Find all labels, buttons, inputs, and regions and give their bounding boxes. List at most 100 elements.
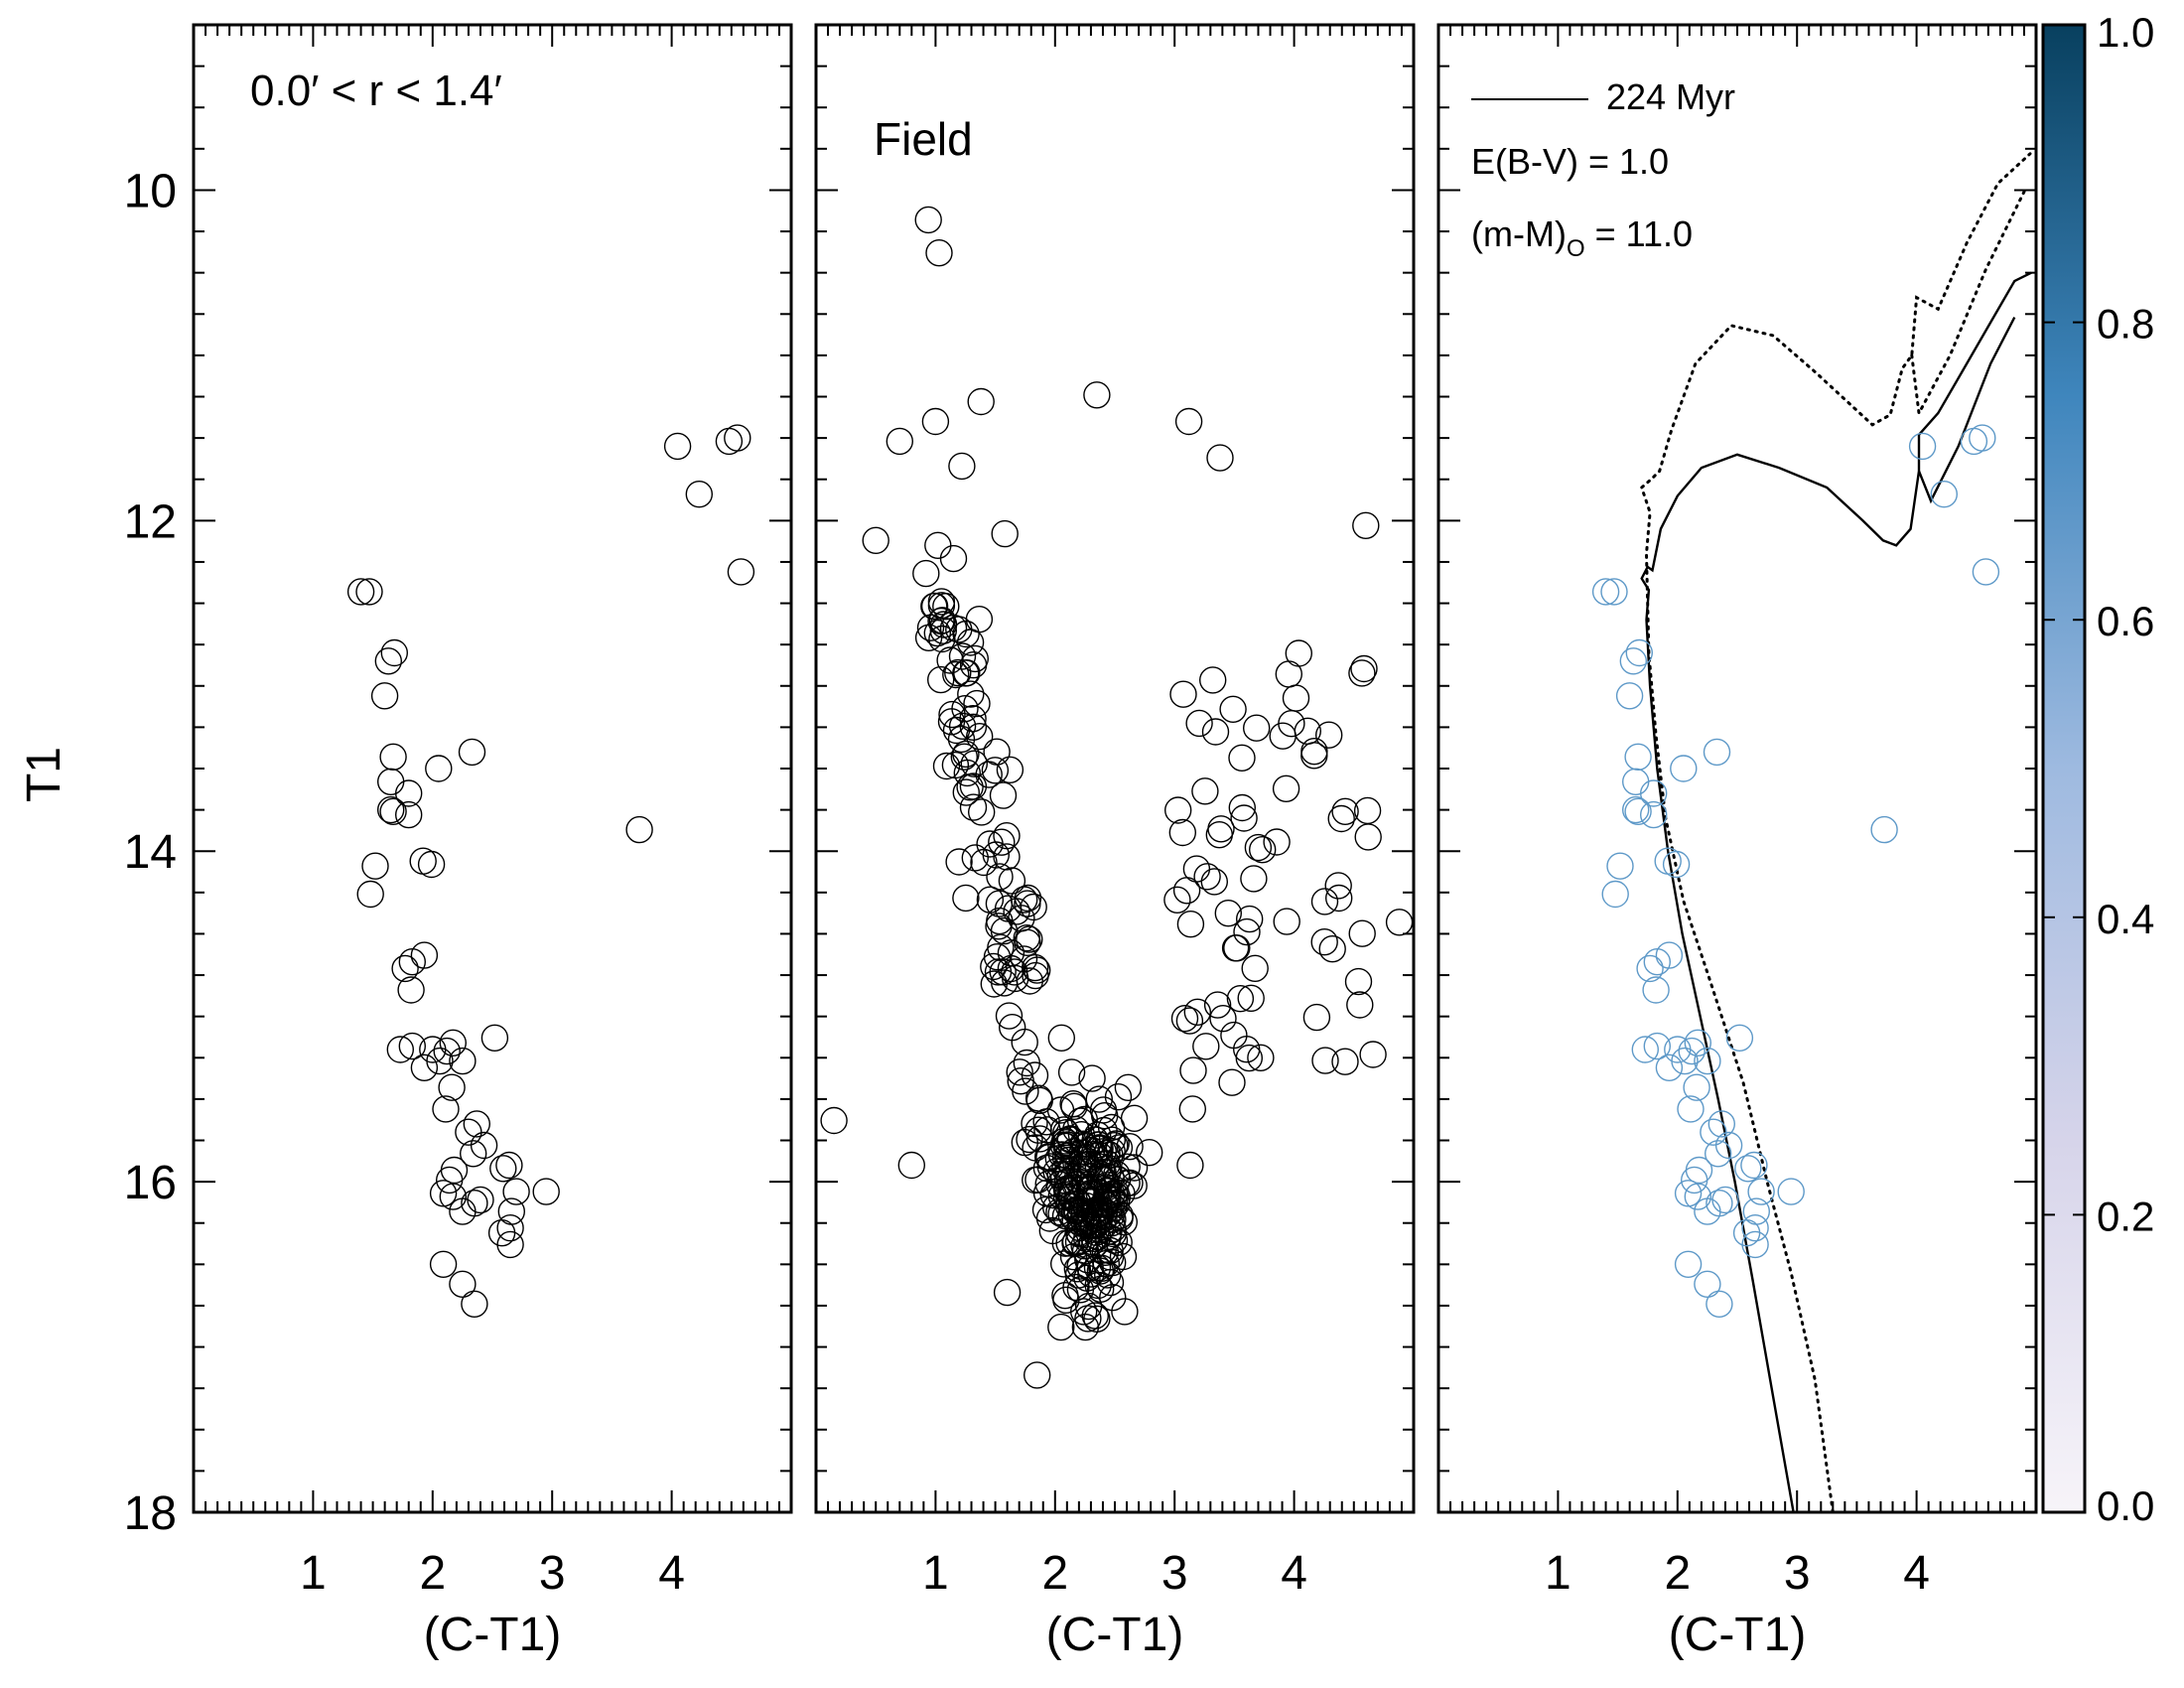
data-point — [1203, 991, 1232, 1019]
data-point — [1972, 558, 2000, 586]
data-point — [1049, 1166, 1077, 1195]
data-point — [1273, 908, 1300, 935]
data-point — [410, 1054, 439, 1082]
data-point — [1021, 953, 1049, 982]
data-point — [1023, 1361, 1051, 1389]
data-point — [938, 700, 966, 729]
data-point — [1085, 1085, 1114, 1113]
data-point — [1247, 1044, 1275, 1072]
data-point — [1045, 1197, 1073, 1226]
data-point — [914, 206, 942, 234]
data-point — [967, 387, 995, 416]
data-point — [1011, 1028, 1038, 1056]
data-point — [1777, 1178, 1805, 1205]
data-point — [1051, 1281, 1079, 1310]
x-tick-label: 3 — [1784, 1547, 1811, 1600]
data-point — [1093, 1183, 1122, 1211]
data-point — [988, 828, 1016, 856]
data-point — [440, 1156, 469, 1185]
data-point — [1091, 1238, 1120, 1267]
data-point — [1294, 717, 1322, 745]
data-point — [355, 578, 383, 606]
data-point — [996, 756, 1024, 783]
data-point — [952, 884, 980, 913]
data-point — [990, 916, 1019, 945]
data-point — [449, 1197, 477, 1225]
data-point — [1240, 865, 1268, 893]
data-point — [1230, 804, 1258, 832]
data-point — [460, 1140, 487, 1168]
plot-area — [346, 424, 755, 1319]
data-point — [1636, 954, 1664, 983]
data-point — [1684, 1029, 1712, 1057]
data-point — [1178, 1095, 1207, 1123]
data-point — [980, 970, 1008, 998]
data-point — [1016, 1125, 1043, 1154]
data-point — [1348, 919, 1376, 947]
data-point — [959, 651, 988, 679]
data-point — [1621, 795, 1650, 824]
data-point — [942, 716, 971, 745]
data-point — [1694, 1197, 1721, 1225]
data-point — [953, 759, 981, 787]
data-point — [1331, 797, 1359, 825]
data-point — [923, 619, 951, 647]
data-point — [1670, 755, 1698, 782]
data-point — [924, 531, 952, 559]
data-point — [965, 606, 994, 633]
x-tick-label: 1 — [1545, 1547, 1571, 1600]
data-point — [1094, 1222, 1122, 1251]
data-point — [1221, 934, 1250, 962]
data-point — [496, 1213, 524, 1242]
data-point — [966, 723, 994, 751]
data-point — [1200, 868, 1229, 896]
data-point — [1348, 659, 1376, 687]
data-point — [1285, 639, 1313, 667]
data-point — [1090, 1101, 1119, 1130]
data-point — [1174, 407, 1203, 436]
data-point — [1350, 654, 1378, 683]
data-point — [1683, 1073, 1710, 1101]
data-point — [1198, 666, 1227, 694]
data-point — [921, 407, 950, 436]
data-point — [1600, 578, 1628, 606]
colorbar-tick-label: 0.6 — [2097, 598, 2154, 644]
data-point — [1205, 821, 1234, 849]
data-point — [937, 708, 966, 736]
data-point — [1092, 1249, 1121, 1278]
data-point — [1012, 1077, 1039, 1105]
data-point — [945, 848, 973, 876]
data-point — [1024, 1116, 1052, 1144]
colorbar-tick-label: 0.0 — [2097, 1482, 2154, 1529]
data-point — [1734, 1155, 1762, 1183]
data-point — [1327, 804, 1355, 833]
data-point — [1093, 1150, 1122, 1178]
data-point — [395, 779, 423, 807]
legend-distance: (m-M)O = 11.0 — [1471, 213, 1693, 262]
data-point — [1674, 1180, 1703, 1207]
x-tick-label: 3 — [1161, 1547, 1188, 1600]
data-point — [1346, 991, 1374, 1019]
data-point — [1235, 905, 1264, 933]
legend-distance-main: (m-M) — [1471, 213, 1567, 254]
data-point — [1615, 682, 1644, 710]
data-point — [1022, 1134, 1049, 1162]
data-point — [1311, 1047, 1339, 1074]
data-point — [1116, 1132, 1144, 1161]
data-point — [1237, 984, 1265, 1012]
data-point — [1344, 967, 1373, 996]
data-point — [1678, 1037, 1706, 1065]
data-point — [1078, 1215, 1107, 1243]
data-point — [470, 1131, 498, 1160]
isochrone-solid — [1640, 271, 2032, 1512]
data-point — [927, 665, 955, 694]
data-point — [983, 738, 1011, 766]
data-point — [1083, 381, 1111, 409]
data-point — [1706, 1290, 1733, 1319]
data-point — [398, 1032, 426, 1060]
data-point — [947, 725, 976, 754]
data-point — [1740, 1151, 1768, 1180]
data-point — [1014, 928, 1041, 956]
data-point — [663, 432, 692, 461]
